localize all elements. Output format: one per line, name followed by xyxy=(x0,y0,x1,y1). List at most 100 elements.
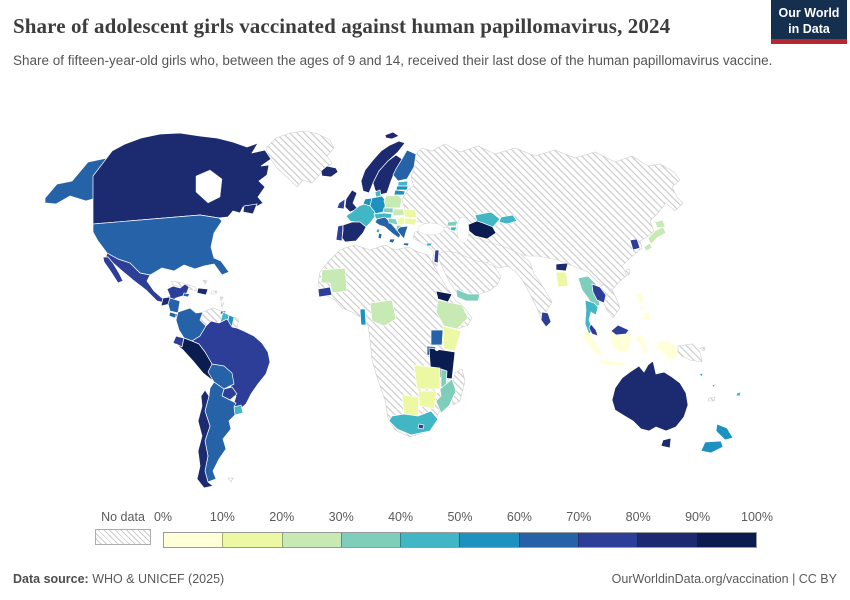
country-crete[interactable] xyxy=(402,242,410,247)
country-corsica[interactable] xyxy=(375,228,381,234)
country-spain[interactable] xyxy=(341,221,367,243)
country-uruguay[interactable] xyxy=(233,404,244,416)
country-new-britain[interactable] xyxy=(699,346,706,352)
country-australia[interactable] xyxy=(611,360,689,432)
country-greece[interactable] xyxy=(396,225,409,240)
country-uganda[interactable] xyxy=(430,329,444,346)
country-bhutan[interactable] xyxy=(555,262,569,272)
country-ethiopia[interactable] xyxy=(435,299,469,330)
legend-no-data-swatch[interactable] xyxy=(95,529,151,545)
country-kyrgyzstan[interactable] xyxy=(498,214,518,225)
country-bolivia[interactable] xyxy=(207,363,235,390)
country-bangladesh[interactable] xyxy=(555,271,569,288)
country-sardinia[interactable] xyxy=(377,232,383,240)
country-peru[interactable] xyxy=(175,337,216,381)
legend-bin-20-30%[interactable] xyxy=(281,533,341,547)
country-south-africa[interactable] xyxy=(388,410,439,436)
country-italy[interactable] xyxy=(374,216,402,239)
country-nz-north[interactable] xyxy=(715,423,734,441)
country-costa-rica[interactable] xyxy=(168,311,178,319)
country-chile[interactable] xyxy=(196,389,214,489)
country-south-korea[interactable] xyxy=(629,238,641,251)
country-japan-kyushu[interactable] xyxy=(643,242,653,252)
country-taiwan[interactable] xyxy=(624,268,631,276)
legend-bin-90-100%[interactable] xyxy=(696,533,756,547)
country-armenia[interactable] xyxy=(449,226,458,232)
country-zambia[interactable] xyxy=(413,364,441,390)
country-jamaica[interactable] xyxy=(182,292,191,298)
country-luzon[interactable] xyxy=(635,291,645,305)
country-bulgaria[interactable] xyxy=(403,217,418,226)
country-malaysia-borneo[interactable] xyxy=(610,324,630,336)
country-mexico[interactable] xyxy=(105,252,190,304)
country-cyprus[interactable] xyxy=(425,242,433,247)
country-falklands[interactable] xyxy=(227,477,234,483)
legend-bin-60-70%[interactable] xyxy=(518,533,579,547)
country-malaysia-peninsula[interactable] xyxy=(588,323,599,337)
country-newfoundland[interactable] xyxy=(242,203,258,215)
country-uzbekistan[interactable] xyxy=(474,211,501,228)
legend-bin-50-60%[interactable] xyxy=(459,533,519,547)
country-nigeria[interactable] xyxy=(369,299,397,327)
country-mozambique[interactable] xyxy=(435,378,457,414)
country-eritrea[interactable] xyxy=(435,290,453,303)
legend-bin-0-10%[interactable] xyxy=(164,533,223,547)
country-botswana[interactable] xyxy=(401,394,420,417)
country-papua-new-guinea[interactable] xyxy=(677,343,703,363)
legend-no-data[interactable]: No data xyxy=(95,510,151,545)
country-fiji[interactable] xyxy=(735,391,742,397)
country-estonia[interactable] xyxy=(397,180,409,187)
country-laos[interactable] xyxy=(591,283,607,304)
legend-bin-70-80%[interactable] xyxy=(578,533,638,547)
country-senegal[interactable] xyxy=(317,286,333,298)
footer-link[interactable]: OurWorldinData.org/vaccination | CC BY xyxy=(611,572,837,586)
country-baja-california[interactable] xyxy=(102,256,124,284)
country-sumatra[interactable] xyxy=(582,329,603,357)
legend-bin-30-40%[interactable] xyxy=(340,533,401,547)
country-lithuania[interactable] xyxy=(393,189,406,196)
country-poland[interactable] xyxy=(383,194,403,209)
country-tasmania[interactable] xyxy=(660,437,672,449)
country-kenya[interactable] xyxy=(442,325,462,352)
country-vanuatu[interactable] xyxy=(711,383,716,389)
country-myanmar[interactable] xyxy=(577,275,601,309)
country-japan-hokkaido[interactable] xyxy=(654,219,666,229)
country-lesotho[interactable] xyxy=(417,423,425,430)
country-mideast-india-block[interactable] xyxy=(412,226,553,323)
legend-bin-40-50%[interactable] xyxy=(400,533,460,547)
country-israel[interactable] xyxy=(433,249,440,264)
country-mauritania[interactable] xyxy=(320,267,348,294)
country-finland[interactable] xyxy=(392,149,417,182)
country-solomon-islands[interactable] xyxy=(698,372,704,378)
owid-logo[interactable]: Our World in Data xyxy=(771,0,847,44)
country-java[interactable] xyxy=(599,358,626,368)
country-sulawesi[interactable] xyxy=(635,333,649,355)
country-lesser-antilles-2[interactable] xyxy=(220,302,225,308)
country-nz-south[interactable] xyxy=(700,440,724,454)
country-new-caledonia[interactable] xyxy=(707,396,716,402)
country-portugal[interactable] xyxy=(335,224,344,242)
country-greenland[interactable] xyxy=(265,130,335,188)
country-iceland[interactable] xyxy=(320,165,339,178)
country-romania[interactable] xyxy=(402,208,418,219)
country-france[interactable] xyxy=(345,203,377,228)
country-bahamas[interactable] xyxy=(202,279,208,285)
country-svalbard[interactable] xyxy=(384,131,400,140)
legend-bin-80-90%[interactable] xyxy=(637,533,697,547)
country-latvia[interactable] xyxy=(395,185,409,191)
country-uk[interactable] xyxy=(344,189,359,213)
country-hispaniola[interactable] xyxy=(196,287,209,296)
country-ireland[interactable] xyxy=(336,198,346,210)
country-canada[interactable] xyxy=(92,132,272,225)
country-togo[interactable] xyxy=(359,308,367,326)
country-georgia[interactable] xyxy=(446,220,459,227)
country-alpine[interactable] xyxy=(373,212,393,220)
country-thailand[interactable] xyxy=(584,299,599,335)
country-arabia-block[interactable] xyxy=(436,250,502,297)
country-west-papua[interactable] xyxy=(655,339,679,361)
country-sri-lanka[interactable] xyxy=(540,311,552,328)
legend-bin-10-20%[interactable] xyxy=(222,533,282,547)
country-yemen[interactable] xyxy=(455,288,481,302)
country-sicily[interactable] xyxy=(388,238,396,244)
country-honduras[interactable] xyxy=(167,297,181,314)
